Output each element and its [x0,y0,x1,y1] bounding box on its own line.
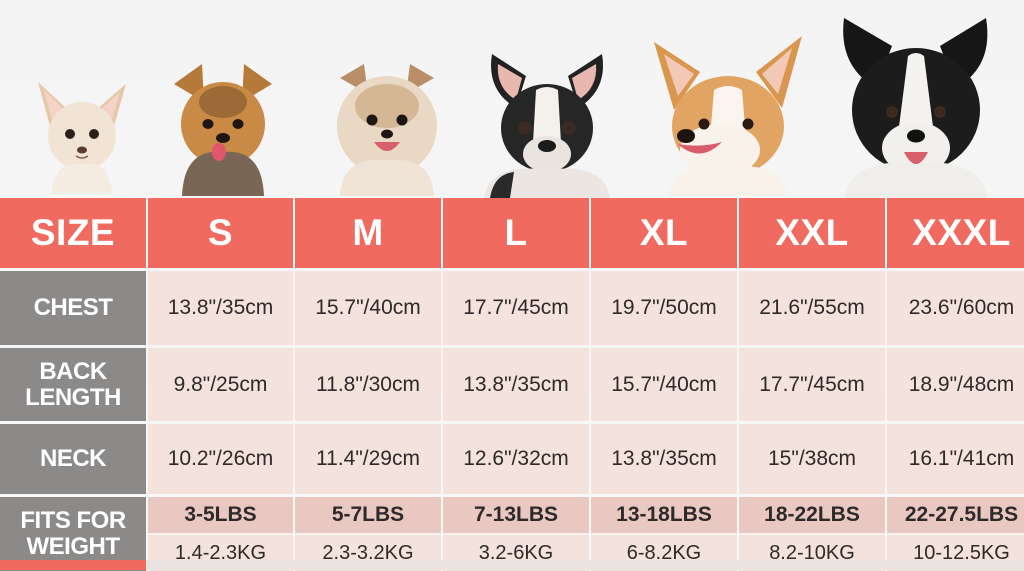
border-collie-icon [834,16,998,198]
size-header-label: SIZE [0,198,146,268]
chest-xxl: 21.6"/55cm [739,271,885,345]
chest-xxxl: 23.6"/60cm [887,271,1024,345]
row-label-back-length: BACK LENGTH [0,348,146,421]
bottom-strip-accent [0,560,146,570]
weight-label-line2: WEIGHT [26,533,121,560]
bottom-strip [0,560,1024,570]
neck-xl: 13.8"/35cm [591,424,737,494]
back-length-m: 11.8"/30cm [295,348,441,421]
size-table: SIZE S M L XL XXL XXXL CHEST 13.8"/35cm … [0,198,1024,571]
size-header-xxl: XXL [739,198,885,268]
weight-lbs-s: 3-5LBS [148,497,293,533]
chest-s: 13.8"/35cm [148,271,293,345]
weight-lbs-l: 7-13LBS [443,497,589,533]
dog-breeds-row [0,0,1024,198]
back-length-xl: 15.7"/40cm [591,348,737,421]
size-header-s: S [148,198,293,268]
yorkshire-terrier-icon [168,62,278,196]
chihuahua-icon [30,76,134,194]
back-length-xxxl: 18.9"/48cm [887,348,1024,421]
weight-lbs-xxl: 18-22LBS [739,497,885,533]
neck-xxl: 15"/38cm [739,424,885,494]
weight-lbs-xl: 13-18LBS [591,497,737,533]
weight-xxl: 18-22LBS 8.2-10KG [739,497,885,571]
row-label-weight: FITS FOR WEIGHT [0,497,146,571]
pomeranian-icon [330,60,444,196]
neck-m: 11.4"/29cm [295,424,441,494]
neck-xxxl: 16.1"/41cm [887,424,1024,494]
size-header-l: L [443,198,589,268]
row-label-neck: NECK [0,424,146,494]
back-length-label-line2: LENGTH [25,383,121,411]
weight-label-line1: FITS FOR [20,507,126,534]
corgi-icon [648,32,808,196]
chest-l: 17.7"/45cm [443,271,589,345]
neck-l: 12.6"/32cm [443,424,589,494]
size-header-xxxl: XXXL [887,198,1024,268]
size-header-xl: XL [591,198,737,268]
neck-s: 10.2"/26cm [148,424,293,494]
back-length-xxl: 17.7"/45cm [739,348,885,421]
back-length-l: 13.8"/35cm [443,348,589,421]
french-bulldog-icon [480,50,614,198]
weight-lbs-m: 5-7LBS [295,497,441,533]
back-length-s: 9.8"/25cm [148,348,293,421]
chest-xl: 19.7"/50cm [591,271,737,345]
weight-lbs-xxxl: 22-27.5LBS [887,497,1024,533]
chest-m: 15.7"/40cm [295,271,441,345]
size-header-m: M [295,198,441,268]
back-length-label-line1: BACK [39,357,107,385]
row-label-chest: CHEST [0,271,146,345]
